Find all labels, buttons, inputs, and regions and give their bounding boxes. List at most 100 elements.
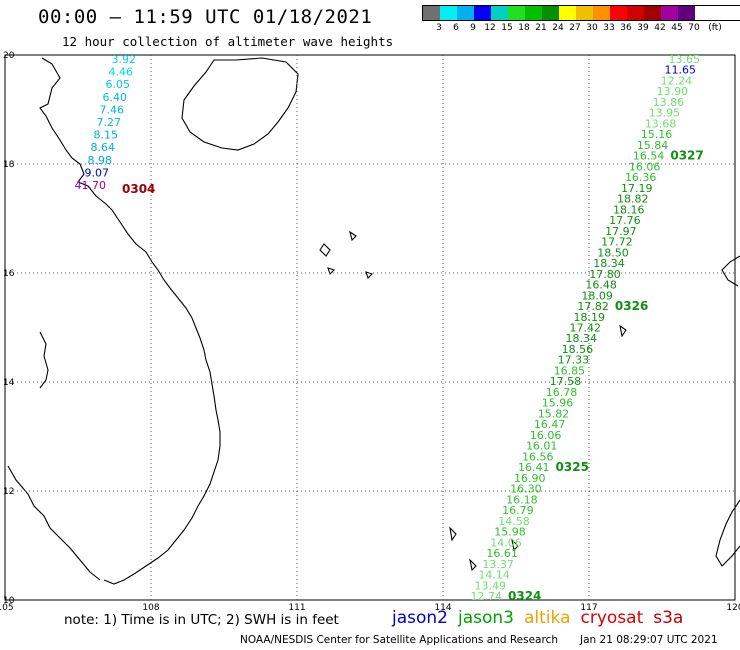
swh-value-label: 7.27: [97, 116, 122, 129]
credit-text: NOAA/NESDIS Center for Satellite Applica…: [240, 634, 558, 646]
spratly-reef: [619, 324, 627, 338]
longitude-label: 105: [0, 603, 14, 613]
mission-name: jason2: [392, 608, 448, 628]
swh-value-label: 18.34: [566, 332, 598, 345]
swh-value-label: 12.24: [661, 74, 693, 87]
legend-swatch: [457, 6, 474, 20]
gulf-coastline: [39, 331, 49, 389]
legend-swatch: [661, 6, 678, 20]
east-track: 13.6511.6512.2413.9013.8613.9513.6815.16…: [471, 53, 704, 603]
timestamp-text: Jan 21 08:29:07 UTC 2021: [580, 634, 718, 646]
legend-label: 6: [453, 23, 459, 33]
swh-value-label: 16.54: [633, 150, 665, 163]
swh-value-label: 12.74: [471, 590, 503, 603]
swh-value-label: 13.65: [669, 53, 701, 66]
swh-value-label: 15.84: [637, 139, 669, 152]
swh-value-label: 16.78: [546, 386, 578, 399]
swh-value-label: 17.97: [605, 225, 637, 238]
hainan-coastline: [181, 57, 299, 151]
swh-value-label: 16.61: [486, 547, 518, 560]
swh-value-label: 6.05: [106, 78, 131, 91]
color-legend: 3 6 9 12 15 18 21 24 27 30 33 36 39 42 45 70 (ft): [422, 5, 740, 35]
pass-label: 0326: [615, 299, 648, 313]
swh-value-label: 6.40: [103, 91, 128, 104]
swh-value-label: 17.19: [621, 182, 653, 195]
swh-value-label: 8.64: [91, 141, 116, 154]
swh-value-label: 18.50: [597, 246, 629, 259]
swh-value-label: 13.95: [649, 107, 681, 120]
legend-swatch: [491, 6, 508, 20]
legend-swatch: [610, 6, 627, 20]
swh-value-label: 13.68: [645, 117, 677, 130]
latitude-label: 12: [3, 487, 14, 497]
mission-name: altika: [524, 608, 571, 628]
page-subtitle: 12 hour collection of altimeter wave hei…: [62, 34, 394, 49]
legend-labels: 3 6 9 12 15 18 21 24 27 30 33 36 39 42 45 70 (ft): [422, 21, 740, 35]
pass-label: 0327: [670, 149, 703, 163]
legend-label: 15: [501, 23, 513, 33]
legend-swatch: [525, 6, 542, 20]
latitude-label: 20: [3, 51, 15, 61]
vietnam-coastline: [39, 57, 221, 585]
swh-value-label: 13.37: [482, 558, 514, 571]
luzon-coastline: [721, 255, 740, 287]
swh-value-label: 17.82: [577, 300, 609, 313]
swh-value-label: 16.41: [518, 461, 550, 474]
legend-swatch: [644, 6, 661, 20]
swh-value-label: 16.06: [530, 429, 562, 442]
pass-label: 0324: [508, 589, 541, 603]
swh-value-label: 18.34: [593, 257, 625, 270]
swh-value-label: 16.18: [506, 493, 538, 506]
legend-label: 27: [569, 23, 581, 33]
legend-swatch: [440, 6, 457, 20]
pass-label: 0304: [122, 182, 155, 196]
axis-labels: 105 108 111 114 117 120 20 18 16 14 12 10: [0, 51, 740, 613]
swh-value-label: 16.79: [502, 504, 534, 517]
swh-value-label: 16.85: [554, 364, 586, 377]
footer-note: note: 1) Time is in UTC; 2) SWH is in fe…: [64, 612, 339, 628]
swh-value-label: 18.09: [581, 289, 613, 302]
legend-swatch: [423, 6, 440, 20]
swh-value-label: 17.76: [609, 214, 641, 227]
mission-name: s3a: [653, 608, 684, 628]
swh-value-label: 8.98: [88, 154, 113, 167]
swh-value-label: 8.15: [94, 129, 119, 142]
longitude-label: 120: [726, 603, 740, 613]
swh-value-label: 16.48: [585, 279, 617, 292]
swh-value-label: 16.56: [522, 450, 554, 463]
swh-value-label: 9.07: [85, 166, 110, 179]
swh-value-label: 13.49: [474, 579, 506, 592]
swh-value-label: 18.19: [573, 311, 605, 324]
legend-label: 45: [671, 23, 683, 33]
paracel-island: [349, 230, 357, 242]
latitude-label: 10: [3, 596, 15, 606]
swh-value-label: 16.36: [625, 171, 657, 184]
legend-label: 24: [552, 23, 564, 33]
legend-label: 42: [654, 23, 666, 33]
swh-value-label: 18.56: [562, 343, 594, 356]
legend-swatch: [576, 6, 593, 20]
spratly-reef: [511, 538, 519, 552]
swh-value-label: 16.90: [514, 472, 546, 485]
swh-value-label: 17.80: [589, 268, 621, 281]
swh-value-label: 41.70: [75, 179, 107, 192]
longitude-label: 117: [580, 603, 597, 613]
legend-swatch: [593, 6, 610, 20]
swh-value-label: 16.47: [534, 418, 566, 431]
page-title: 00:00 – 11:59 UTC 01/18/2021: [38, 6, 373, 28]
legend-color-bar: [422, 5, 740, 21]
west-track: 3.924.466.056.407.467.278.158.648.989.07…: [75, 53, 156, 196]
legend-swatch: [508, 6, 525, 20]
swh-value-label: 16.06: [629, 160, 661, 173]
longitude-label: 114: [434, 603, 451, 613]
map-frame: [4, 54, 736, 601]
swh-value-label: 17.42: [570, 322, 602, 335]
swh-value-label: 4.46: [109, 66, 134, 79]
legend-label: 12: [484, 23, 496, 33]
cambodia-coastline: [7, 465, 101, 581]
legend-swatch: [627, 6, 644, 20]
legend-swatch: [559, 6, 576, 20]
swh-value-label: 13.86: [653, 96, 685, 109]
mission-legend: jason2 jason3 altika cryosat s3a: [392, 608, 693, 628]
